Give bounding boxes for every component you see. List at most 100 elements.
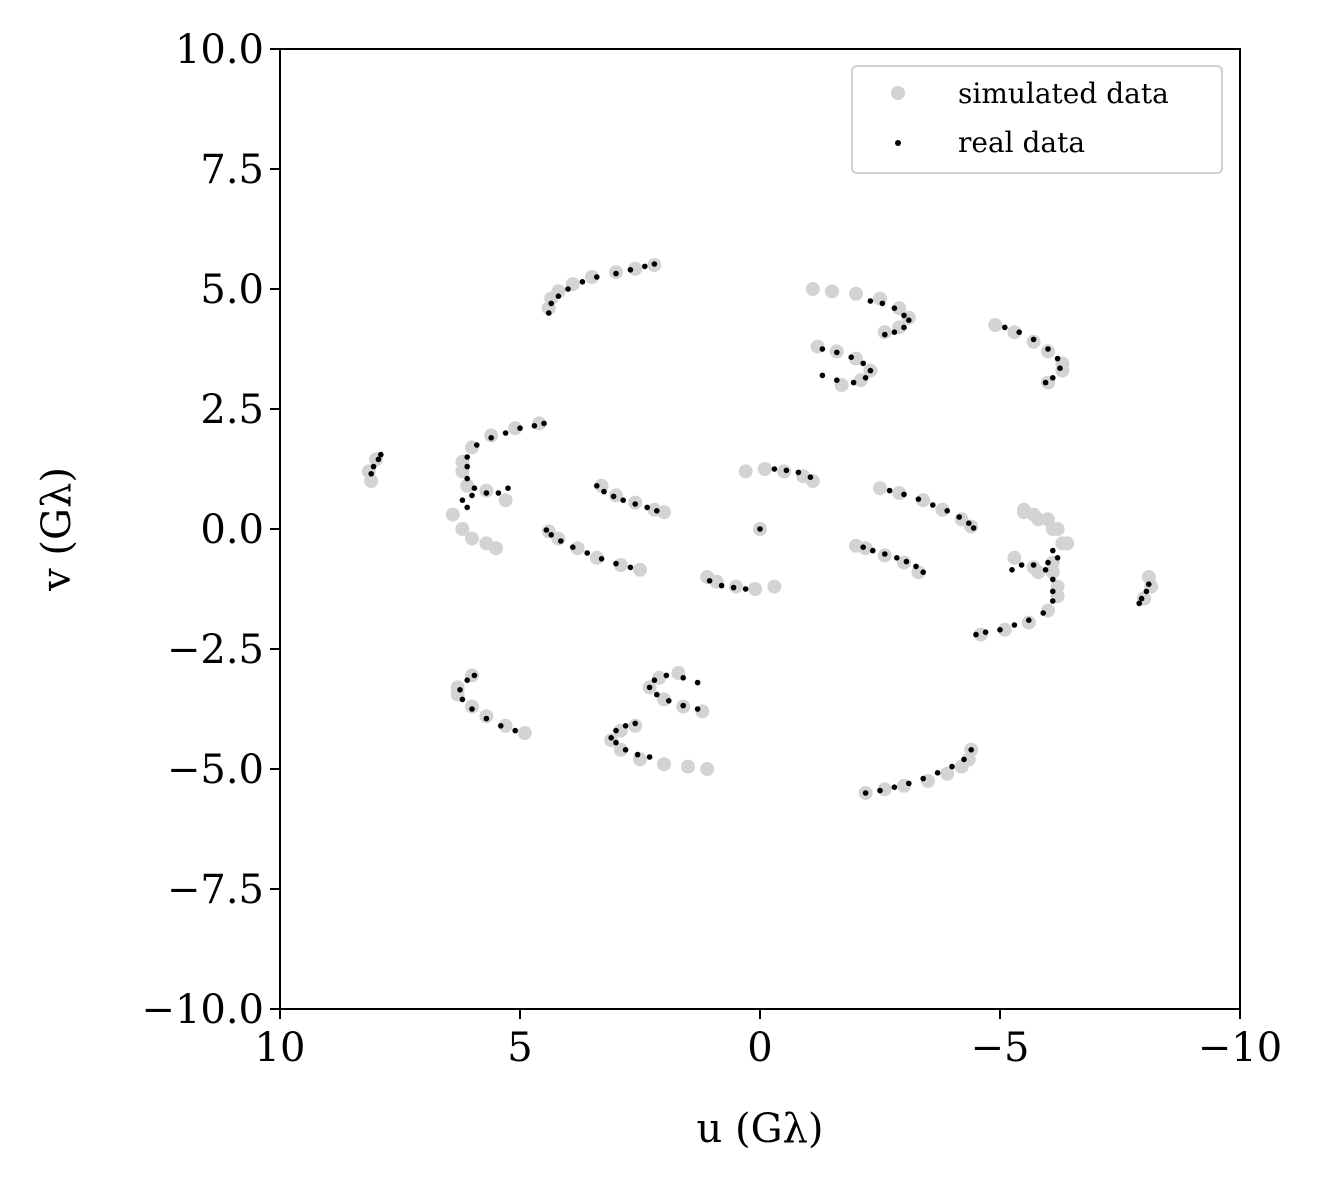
data-point xyxy=(849,286,863,301)
data-point xyxy=(934,770,941,776)
data-point xyxy=(632,720,638,727)
data-point xyxy=(464,504,471,511)
data-point xyxy=(862,790,869,796)
data-point xyxy=(1138,595,1145,602)
data-point xyxy=(783,467,790,474)
data-point xyxy=(891,329,898,336)
data-point xyxy=(901,324,907,331)
data-point xyxy=(594,274,600,280)
data-point xyxy=(464,454,471,460)
data-point xyxy=(834,349,840,356)
data-point xyxy=(877,787,883,794)
data-point xyxy=(1045,522,1060,536)
legend-real-marker xyxy=(895,140,901,146)
data-point xyxy=(906,780,912,787)
data-point xyxy=(966,520,972,526)
data-point xyxy=(546,310,552,316)
data-point xyxy=(543,527,550,533)
data-point xyxy=(459,696,466,703)
legend-real-label: real data xyxy=(958,126,1085,159)
data-point xyxy=(920,569,926,575)
data-point xyxy=(459,497,466,504)
data-point xyxy=(1011,622,1018,628)
data-point xyxy=(834,377,840,384)
data-point xyxy=(613,560,619,567)
data-point xyxy=(657,757,671,772)
data-point xyxy=(970,525,977,531)
data-point xyxy=(642,263,648,270)
data-point xyxy=(508,421,523,436)
data-point xyxy=(882,551,888,557)
data-point xyxy=(498,718,513,733)
data-point xyxy=(1054,555,1061,561)
data-point xyxy=(988,318,1003,332)
data-point xyxy=(757,462,772,476)
x-axis-ticks: 10 5 0 −5 −10 xyxy=(255,1009,1282,1071)
data-point xyxy=(944,508,950,514)
data-point xyxy=(694,706,701,712)
data-point xyxy=(613,727,619,734)
data-point xyxy=(1002,324,1008,331)
data-point xyxy=(495,490,502,496)
data-point xyxy=(935,502,950,517)
data-point xyxy=(651,261,658,267)
data-point xyxy=(1050,375,1056,381)
data-point xyxy=(1030,562,1037,568)
legend-simulated-marker xyxy=(891,86,905,100)
data-point xyxy=(608,735,614,741)
data-point xyxy=(956,514,962,520)
data-point xyxy=(657,505,671,520)
y-tick-label: −7.5 xyxy=(167,867,264,913)
data-point xyxy=(906,317,912,324)
x-tick-label: 10 xyxy=(255,1025,306,1071)
data-point xyxy=(644,504,650,511)
data-point xyxy=(531,423,538,429)
data-point xyxy=(368,471,375,477)
x-tick-label: 5 xyxy=(507,1025,532,1071)
data-point xyxy=(706,578,713,584)
data-point xyxy=(613,739,619,746)
data-point xyxy=(1054,355,1061,362)
data-point xyxy=(700,762,715,776)
data-point xyxy=(891,784,898,790)
data-point xyxy=(930,502,936,508)
data-point xyxy=(1007,325,1022,340)
x-axis-label: u (Gλ) xyxy=(697,1106,824,1152)
series-simulated xyxy=(361,258,1159,800)
data-point xyxy=(807,474,814,481)
data-point xyxy=(585,270,599,284)
data-point xyxy=(632,501,638,507)
data-point xyxy=(598,556,605,562)
data-point xyxy=(1050,547,1056,554)
data-point xyxy=(464,677,471,683)
y-tick-label: −2.5 xyxy=(167,627,264,673)
data-point xyxy=(613,742,628,757)
data-point xyxy=(795,469,802,476)
data-point xyxy=(860,544,866,550)
data-point xyxy=(663,672,670,679)
legend-simulated-label: simulated data xyxy=(958,77,1169,110)
y-axis-ticks: 10.0 7.5 5.0 2.5 0.0 −2.5 −5.0 −7.5 −10.0 xyxy=(141,27,280,1033)
data-point xyxy=(498,723,504,729)
data-point xyxy=(1042,379,1049,386)
legend-box xyxy=(851,65,1223,174)
data-point xyxy=(548,300,554,307)
data-point xyxy=(646,754,653,760)
data-point xyxy=(867,298,874,304)
data-point xyxy=(1055,363,1070,378)
data-point xyxy=(455,522,470,536)
y-tick-label: −5.0 xyxy=(167,747,264,793)
data-point xyxy=(1055,536,1070,551)
data-point xyxy=(860,360,866,367)
data-point xyxy=(565,286,571,292)
data-point xyxy=(916,493,931,508)
data-point xyxy=(920,775,926,782)
data-point xyxy=(1057,365,1063,372)
data-point xyxy=(1050,576,1056,583)
data-point xyxy=(1040,610,1046,616)
data-point xyxy=(961,756,967,763)
data-point xyxy=(848,354,854,361)
data-point xyxy=(489,541,503,556)
data-point xyxy=(1045,565,1060,580)
